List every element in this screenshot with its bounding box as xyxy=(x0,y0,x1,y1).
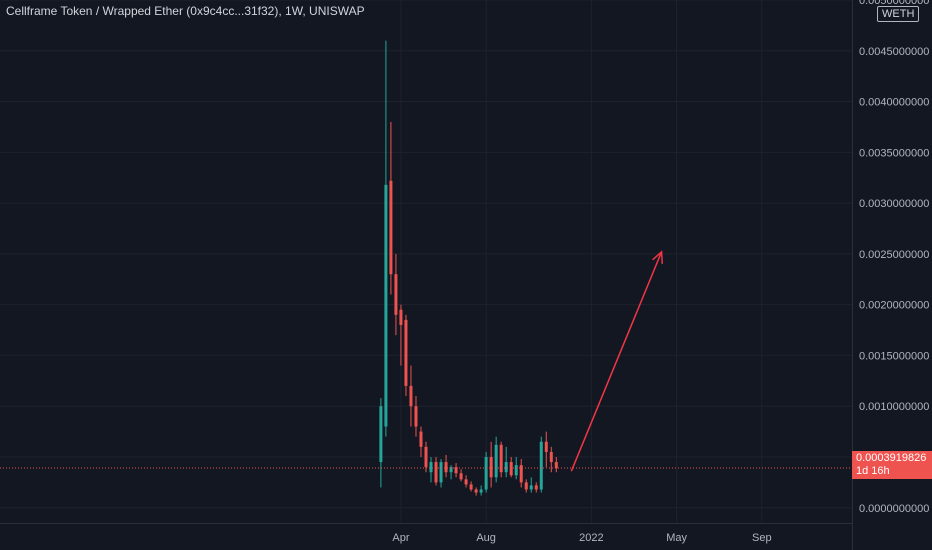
candle-body xyxy=(534,485,538,490)
candle-body xyxy=(489,456,493,478)
y-tick-label: 0.0000000000 xyxy=(859,503,929,515)
candle-body xyxy=(484,456,488,490)
x-tick-label: Aug xyxy=(476,532,496,544)
y-tick-label: 0.0035000000 xyxy=(859,147,929,159)
last-price-value: 0.0003919826 xyxy=(856,452,927,464)
candle-body xyxy=(449,467,453,473)
candle-body xyxy=(524,482,528,490)
y-tick-label: 0.0050000000 xyxy=(859,0,929,7)
candle-body xyxy=(474,489,478,493)
y-tick-label: 0.0020000000 xyxy=(859,300,929,312)
candle-body xyxy=(494,444,498,478)
candle-body xyxy=(529,485,533,490)
candle-body xyxy=(499,444,503,473)
candle-body xyxy=(409,385,413,407)
candle-body xyxy=(384,184,388,427)
x-tick-label: Sep xyxy=(752,532,772,544)
candle-body xyxy=(544,441,548,452)
chart-title: Cellframe Token / Wrapped Ether (0x9c4cc… xyxy=(6,4,365,18)
candle-body xyxy=(459,473,463,480)
candle-body xyxy=(404,319,408,386)
candle-body xyxy=(469,484,473,490)
x-tick-label: 2022 xyxy=(579,532,603,544)
x-tick-label: Apr xyxy=(392,532,409,544)
chart-overlay xyxy=(0,250,852,472)
y-tick-label: 0.0015000000 xyxy=(859,350,929,362)
candle-body xyxy=(539,441,543,490)
candle-body xyxy=(509,462,513,476)
candle-body xyxy=(419,431,423,447)
last-price-tag: 0.0003919826 1d 16h xyxy=(852,451,932,479)
trend-arrow-line xyxy=(570,251,663,472)
candlestick-series xyxy=(379,40,558,496)
candle-body xyxy=(479,489,483,493)
candle-body xyxy=(464,479,468,485)
candle-body xyxy=(424,446,428,468)
y-tick-label: 0.0010000000 xyxy=(859,401,929,413)
candle-body xyxy=(389,180,393,275)
x-tick-label: May xyxy=(666,532,687,544)
y-tick-label: 0.0030000000 xyxy=(859,198,929,210)
candle-body xyxy=(439,462,443,483)
candle-body xyxy=(399,309,403,325)
candle-body xyxy=(554,462,558,469)
bar-countdown: 1d 16h xyxy=(856,465,890,477)
candle-body xyxy=(434,462,438,483)
candle-body xyxy=(504,462,508,473)
y-tick-label: 0.0025000000 xyxy=(859,249,929,261)
candle-body xyxy=(519,465,523,483)
currency-badge[interactable]: WETH xyxy=(877,6,920,22)
candle-body xyxy=(394,274,398,315)
candle-body xyxy=(454,467,458,474)
candle-body xyxy=(549,451,553,463)
trend-arrow-head xyxy=(652,250,664,264)
candle-body xyxy=(514,465,518,476)
candle-body xyxy=(379,406,383,463)
chart-grid xyxy=(0,0,852,523)
candle-body xyxy=(429,462,433,473)
candle-body xyxy=(444,462,448,473)
candle-body xyxy=(414,406,418,427)
y-tick-label: 0.0045000000 xyxy=(859,46,929,58)
y-tick-label: 0.0040000000 xyxy=(859,97,929,109)
